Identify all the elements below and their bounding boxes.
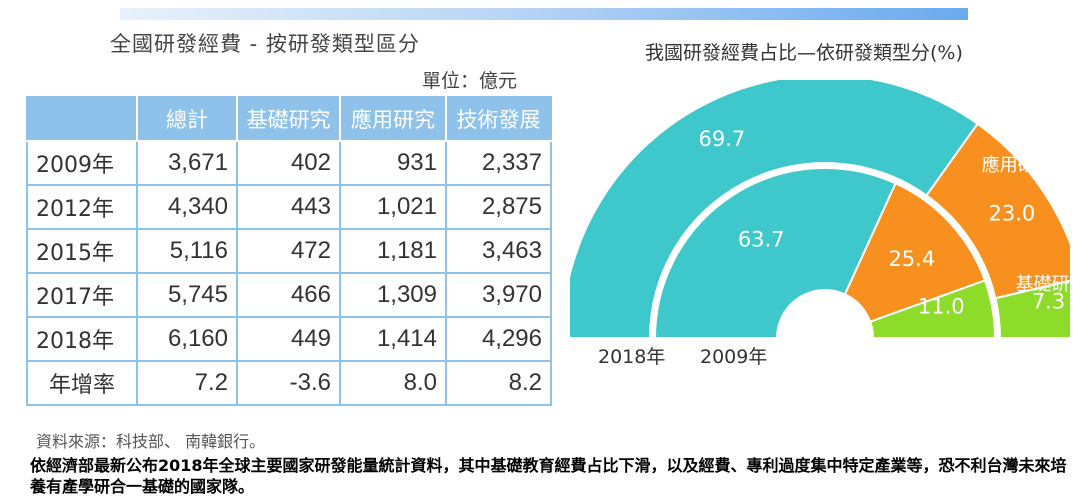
slice-2009年-基礎研究 — [868, 279, 997, 339]
nested-semicircle-donut-chart: 69.723.07.363.725.411.0技術發展應用研究基礎研究 — [570, 80, 1070, 339]
table-cell: 466 — [236, 272, 341, 318]
table-title: 全國研發經費 - 按研發類型區分 — [110, 32, 420, 56]
table-cell: 2,337 — [445, 140, 552, 186]
table-cell: 5,745 — [136, 272, 238, 318]
table-cell: 931 — [339, 140, 447, 186]
row-label: 2018年 — [26, 316, 138, 362]
decorative-gradient-bar — [120, 8, 968, 20]
table-cell: 449 — [236, 316, 341, 362]
header-cell: 應用研究 — [339, 96, 447, 142]
table-cell: 3,463 — [445, 228, 552, 274]
slice-2018年-基礎研究 — [994, 279, 1070, 339]
table-cell: 1,309 — [339, 272, 447, 318]
table-row: 2015年 5,116 472 1,181 3,463 — [26, 228, 552, 274]
table-cell: 1,181 — [339, 228, 447, 274]
category-label: 基礎研究 — [1016, 274, 1070, 295]
footnote-text: 依經濟部最新公布2018年全球主要國家研發能量統計資料，其中基礎教育經費占比下滑… — [30, 456, 1067, 496]
header-cell: 技術發展 — [445, 96, 552, 142]
header-cell: 總計 — [136, 96, 238, 142]
table-cell: 7.2 — [136, 360, 238, 406]
table-header-row: 總計 基礎研究 應用研究 技術發展 — [26, 96, 552, 142]
slice-2009年-應用研究 — [843, 182, 987, 324]
table-cell: 402 — [236, 140, 341, 186]
data-label: 7.3 — [1032, 289, 1065, 313]
data-label: 25.4 — [888, 247, 935, 271]
table-cell: 6,160 — [136, 316, 238, 362]
table-cell: 2,875 — [445, 184, 552, 230]
slice-2018年-應用研究 — [925, 122, 1070, 300]
row-label: 2012年 — [26, 184, 138, 230]
outer-ring-year-label: 2018年 — [598, 346, 666, 368]
slice-2009年-技術發展 — [653, 167, 897, 339]
data-label: 63.7 — [738, 228, 785, 252]
row-label: 年增率 — [26, 360, 138, 406]
header-cell — [26, 96, 138, 142]
table-cell: 1,414 — [339, 316, 447, 362]
table-cell: 4,296 — [445, 316, 552, 362]
table-row: 2017年 5,745 466 1,309 3,970 — [26, 272, 552, 318]
unit-label: 單位：億元 — [422, 70, 518, 92]
row-label: 2017年 — [26, 272, 138, 318]
table-cell: 5,116 — [136, 228, 238, 274]
table-row: 2018年 6,160 449 1,414 4,296 — [26, 316, 552, 362]
table-cell: 472 — [236, 228, 341, 274]
chart-title: 我國研發經費占比—依研發類型分(%) — [645, 42, 963, 64]
table-cell: 8.2 — [445, 360, 552, 406]
table-cell: 8.0 — [339, 360, 447, 406]
table-cell: 3,970 — [445, 272, 552, 318]
table-row: 2012年 4,340 443 1,021 2,875 — [26, 184, 552, 230]
table-cell: 4,340 — [136, 184, 238, 230]
table-cell: 3,671 — [136, 140, 238, 186]
table-cell: 443 — [236, 184, 341, 230]
data-label: 69.7 — [699, 127, 746, 151]
rd-expenditure-table: 總計 基礎研究 應用研究 技術發展 2009年 3,671 402 931 2,… — [26, 96, 552, 406]
inner-ring-year-label: 2009年 — [700, 346, 768, 368]
table-cell: -3.6 — [236, 360, 341, 406]
data-label: 23.0 — [989, 202, 1036, 226]
data-label: 11.0 — [918, 295, 965, 319]
category-label: 應用研究 — [982, 154, 1054, 176]
row-label: 2015年 — [26, 228, 138, 274]
header-cell: 基礎研究 — [236, 96, 341, 142]
table-cell: 1,021 — [339, 184, 447, 230]
slice-2018年-技術發展 — [570, 80, 979, 339]
row-label: 2009年 — [26, 140, 138, 186]
source-note: 資料來源：科技部、 南韓銀行。 — [36, 432, 266, 451]
table-row: 2009年 3,671 402 931 2,337 — [26, 140, 552, 186]
table-row-growth-rate: 年增率 7.2 -3.6 8.0 8.2 — [26, 360, 552, 406]
